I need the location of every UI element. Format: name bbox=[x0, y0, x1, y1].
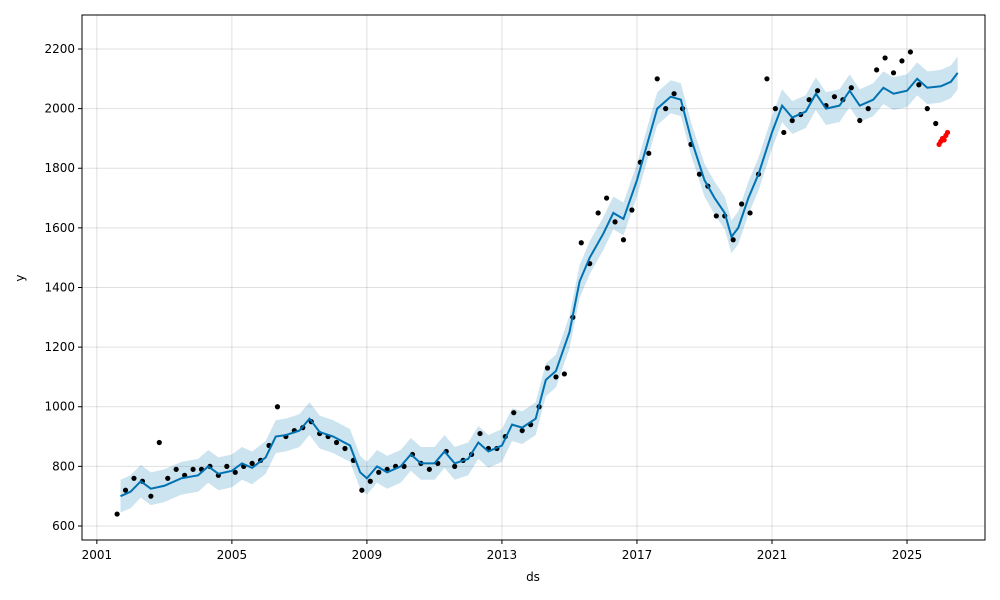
observed-point bbox=[924, 106, 930, 112]
observed-point bbox=[603, 195, 610, 201]
observed-point bbox=[629, 207, 635, 213]
observed-point bbox=[553, 374, 559, 380]
observed-point bbox=[781, 129, 787, 136]
observed-point bbox=[148, 493, 154, 499]
observed-point bbox=[814, 88, 821, 94]
observed-point bbox=[890, 70, 897, 76]
x-tick-label: 2017 bbox=[622, 548, 653, 562]
observed-point bbox=[376, 469, 382, 475]
x-tick-label: 2013 bbox=[487, 548, 518, 562]
observed-point bbox=[519, 427, 525, 434]
grid bbox=[82, 15, 985, 540]
observed-point bbox=[696, 171, 703, 177]
observed-point bbox=[772, 106, 778, 112]
observed-point bbox=[367, 478, 373, 484]
x-tick-label: 2005 bbox=[217, 548, 248, 562]
observed-point bbox=[730, 237, 736, 243]
observed-point bbox=[249, 460, 255, 466]
observed-point bbox=[671, 91, 677, 97]
observed-point bbox=[114, 511, 120, 517]
y-tick-label: 1600 bbox=[44, 221, 75, 235]
observed-point bbox=[654, 76, 660, 82]
y-axis-label: y bbox=[13, 274, 27, 281]
recent-point bbox=[941, 137, 947, 143]
observed-point bbox=[190, 466, 196, 472]
observed-point bbox=[713, 213, 719, 219]
observed-point bbox=[224, 463, 230, 469]
y-tick-label: 1400 bbox=[44, 280, 75, 294]
y-tick-label: 2200 bbox=[44, 42, 75, 56]
observed-point bbox=[232, 469, 238, 475]
observed-point bbox=[578, 240, 584, 246]
observed-point bbox=[747, 210, 753, 216]
x-tick-label: 2021 bbox=[757, 548, 788, 562]
observed-point bbox=[848, 85, 854, 91]
x-axis-label: ds bbox=[526, 570, 540, 584]
observed-point bbox=[426, 466, 432, 472]
observed-point bbox=[131, 475, 137, 481]
observed-point bbox=[359, 487, 365, 493]
x-tick-label: 2001 bbox=[82, 548, 113, 562]
observed-point bbox=[882, 55, 888, 61]
observed-point bbox=[122, 487, 129, 493]
observed-point bbox=[511, 410, 517, 416]
observed-point bbox=[274, 404, 281, 410]
observed-point bbox=[857, 117, 863, 124]
plot-frame bbox=[81, 14, 986, 541]
observed-point bbox=[612, 219, 618, 225]
observed-point bbox=[806, 97, 812, 103]
observed-point bbox=[874, 67, 880, 73]
observed-point bbox=[789, 117, 795, 124]
observed-point bbox=[739, 201, 745, 207]
observed-point bbox=[173, 466, 179, 472]
observed-point bbox=[544, 365, 551, 371]
observed-point bbox=[165, 475, 171, 481]
y-tick-label: 800 bbox=[52, 459, 75, 473]
y-tick-label: 600 bbox=[52, 519, 75, 533]
y-tick-label: 1200 bbox=[44, 340, 75, 354]
observed-point bbox=[907, 49, 913, 55]
observed-point bbox=[646, 150, 652, 156]
observed-point bbox=[452, 463, 458, 469]
x-tick-label: 2009 bbox=[352, 548, 383, 562]
x-tick-label: 2025 bbox=[892, 548, 923, 562]
axes: 2001 2005 2009 2013 2017 2021 2025 600 800 1000 12… bbox=[44, 42, 922, 562]
observed-point bbox=[899, 58, 905, 64]
observed-point bbox=[663, 106, 669, 112]
observed-point bbox=[333, 439, 340, 446]
observed-point bbox=[342, 445, 348, 452]
uncertainty-band bbox=[120, 56, 958, 513]
observed-point bbox=[595, 210, 601, 216]
observed-point bbox=[620, 237, 627, 243]
y-tick-label: 2000 bbox=[44, 102, 75, 116]
observed-point bbox=[831, 94, 838, 100]
observed-point bbox=[916, 82, 922, 88]
observed-point bbox=[561, 371, 567, 377]
forecast-line bbox=[120, 72, 959, 498]
recent-point bbox=[944, 129, 951, 136]
observed-point bbox=[764, 76, 770, 82]
observed-point bbox=[933, 120, 939, 127]
y-tick-label: 1800 bbox=[44, 161, 75, 175]
observed-point bbox=[865, 106, 871, 112]
observed-point bbox=[156, 439, 162, 446]
plot-area bbox=[114, 49, 959, 517]
y-tick-label: 1000 bbox=[44, 400, 75, 414]
observed-point bbox=[477, 430, 483, 437]
